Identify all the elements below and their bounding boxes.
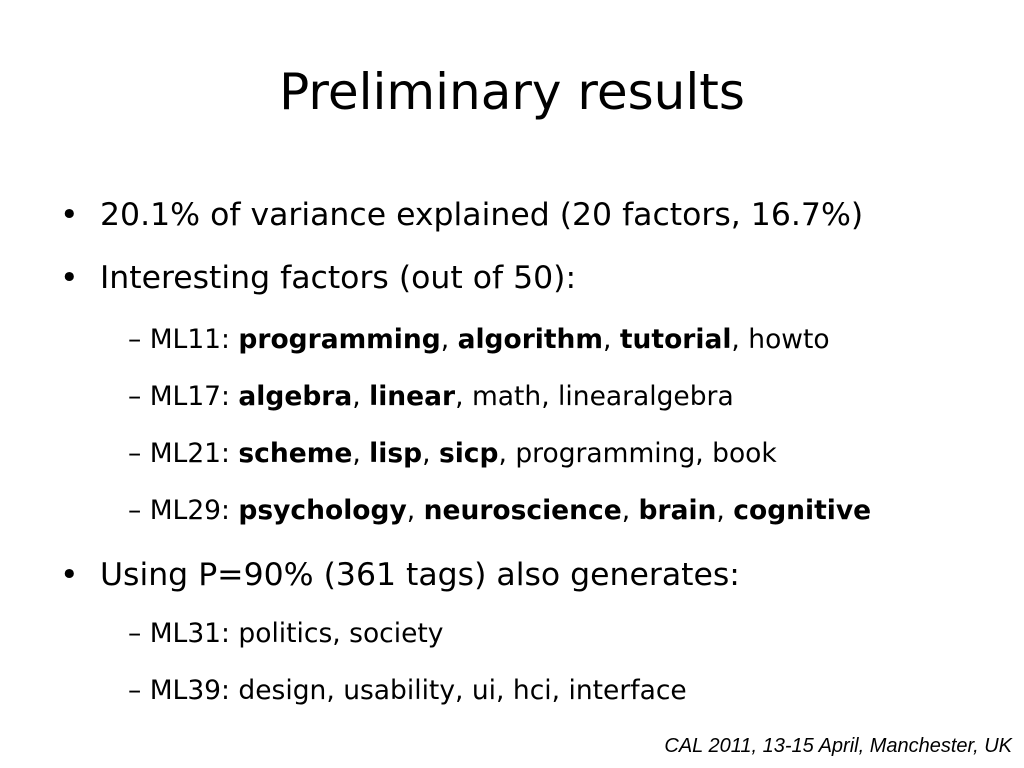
factor-term: ui — [471, 675, 497, 706]
factor-term-bold: programming — [238, 324, 441, 355]
bullet-item: • Interesting factors (out of 50): — [60, 258, 576, 298]
factor-term-bold: brain — [638, 495, 717, 526]
factor-term: math — [471, 381, 542, 412]
factor-term-bold: lisp — [369, 438, 423, 469]
slide-title: Preliminary results — [279, 63, 745, 121]
factor-label: ML39: — [149, 675, 230, 706]
factor-term-bold: scheme — [238, 438, 353, 469]
factor-term-bold: tutorial — [619, 324, 732, 355]
bullet-text: Using P=90% (361 tags) also generates: — [100, 557, 740, 593]
bullet-item: • Using P=90% (361 tags) also generates: — [60, 555, 740, 595]
dash-marker: – — [128, 324, 142, 355]
factor-term: book — [712, 438, 777, 469]
subitem-ml21: – ML21: scheme, lisp, sicp, programming,… — [128, 438, 777, 469]
factor-term: interface — [568, 675, 687, 706]
factor-term-bold: cognitive — [733, 495, 872, 526]
dash-marker: – — [128, 675, 142, 706]
bullet-text: 20.1% of variance explained (20 factors,… — [100, 197, 864, 233]
dash-marker: – — [128, 438, 142, 469]
dash-marker: – — [128, 381, 142, 412]
factor-label: ML11: — [149, 324, 230, 355]
factor-term: howto — [748, 324, 830, 355]
subitem-ml39: – ML39: design, usability, ui, hci, inte… — [128, 675, 687, 706]
factor-term: usability — [343, 675, 456, 706]
factor-label: ML21: — [149, 438, 230, 469]
dash-marker: – — [128, 495, 142, 526]
factor-term-bold: algorithm — [457, 324, 604, 355]
bullet-marker: • — [60, 557, 79, 593]
subitem-ml11: – ML11: programming, algorithm, tutorial… — [128, 324, 830, 355]
subitem-ml29: – ML29: psychology, neuroscience, brain,… — [128, 495, 872, 526]
factor-term: programming — [515, 438, 696, 469]
slide-footer: CAL 2011, 13-15 April, Manchester, UK — [664, 735, 1012, 757]
factor-term: politics — [238, 618, 333, 649]
factor-term: linearalgebra — [558, 381, 734, 412]
dash-marker: – — [128, 618, 142, 649]
subitem-ml17: – ML17: algebra, linear, math, linearalg… — [128, 381, 734, 412]
factor-term-bold: sicp — [438, 438, 499, 469]
factor-term: hci — [512, 675, 552, 706]
bullet-item: • 20.1% of variance explained (20 factors… — [60, 195, 863, 235]
factor-term-bold: linear — [369, 381, 456, 412]
bullet-marker: • — [60, 260, 79, 296]
bullet-marker: • — [60, 197, 79, 233]
factor-label: ML29: — [149, 495, 230, 526]
factor-term-bold: psychology — [238, 495, 407, 526]
factor-term-bold: algebra — [238, 381, 353, 412]
factor-label: ML31: — [149, 618, 230, 649]
factor-term: society — [349, 618, 444, 649]
factor-term-bold: neuroscience — [423, 495, 622, 526]
bullet-text: Interesting factors (out of 50): — [100, 260, 577, 296]
factor-term: design — [238, 675, 327, 706]
factor-label: ML17: — [149, 381, 230, 412]
subitem-ml31: – ML31: politics, society — [128, 618, 444, 649]
